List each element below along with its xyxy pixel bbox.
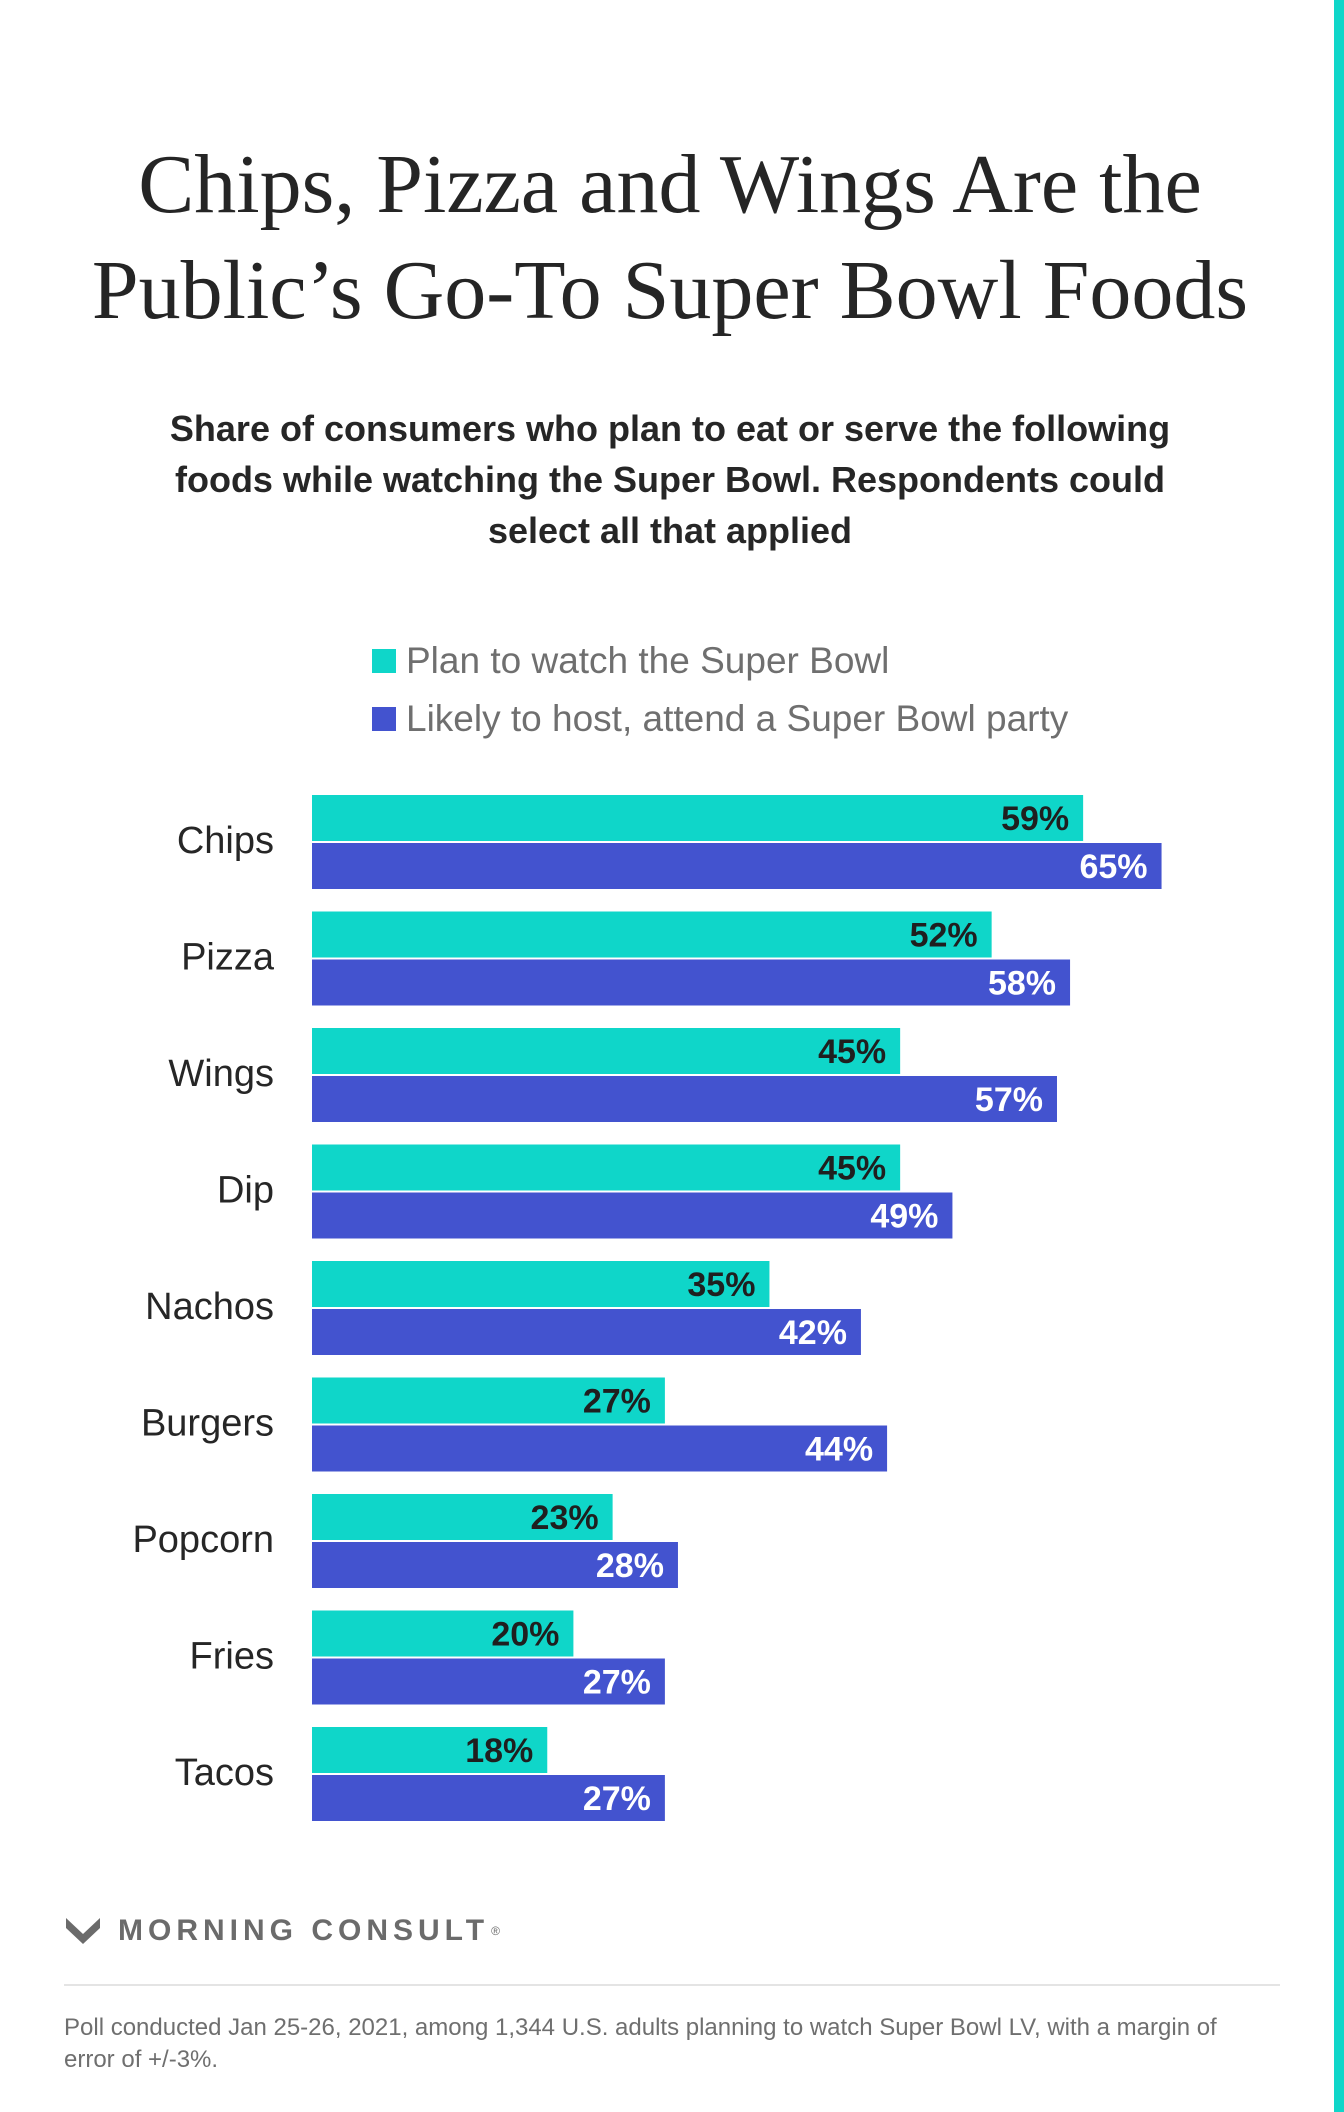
legend-item-party: Likely to host, attend a Super Bowl part… bbox=[372, 690, 1068, 748]
category-label-dip: Dip bbox=[217, 1170, 274, 1212]
value-label-popcorn-party: 28% bbox=[596, 1547, 664, 1585]
bar-nachos-party bbox=[312, 1309, 861, 1355]
value-label-burgers-watch: 27% bbox=[583, 1383, 651, 1421]
brand-name: MORNING CONSULT bbox=[118, 1914, 490, 1947]
category-label-popcorn: Popcorn bbox=[132, 1519, 274, 1561]
bar-wings-watch bbox=[312, 1028, 901, 1074]
footer-divider bbox=[64, 1984, 1280, 1986]
value-label-nachos-watch: 35% bbox=[687, 1266, 755, 1304]
chart-legend: Plan to watch the Super Bowl Likely to h… bbox=[372, 632, 1068, 748]
category-label-fries: Fries bbox=[190, 1636, 274, 1678]
category-label-pizza: Pizza bbox=[181, 937, 275, 979]
chart-title: Chips, Pizza and Wings Are the Public’s … bbox=[91, 138, 1249, 337]
category-label-burgers: Burgers bbox=[141, 1403, 274, 1445]
legend-swatch-watch bbox=[372, 649, 396, 673]
bar-chips-party bbox=[312, 843, 1162, 889]
value-label-dip-party: 49% bbox=[870, 1198, 938, 1236]
value-label-dip-watch: 45% bbox=[818, 1150, 886, 1188]
value-label-chips-party: 65% bbox=[1079, 848, 1147, 886]
value-label-wings-watch: 45% bbox=[818, 1033, 886, 1071]
bar-dip-watch bbox=[312, 1144, 901, 1191]
bar-dip-party bbox=[312, 1192, 953, 1239]
category-label-wings: Wings bbox=[168, 1053, 274, 1095]
bar-pizza-party bbox=[312, 959, 1071, 1006]
value-label-fries-watch: 20% bbox=[491, 1616, 559, 1654]
legend-swatch-party bbox=[372, 707, 396, 731]
category-label-tacos: Tacos bbox=[175, 1752, 274, 1794]
value-label-tacos-watch: 18% bbox=[465, 1732, 533, 1770]
registered-mark: ® bbox=[491, 1924, 500, 1938]
brand-logo-block: MORNING CONSULT ® bbox=[64, 1914, 500, 1948]
bar-popcorn-party bbox=[312, 1542, 678, 1588]
bar-fries-party bbox=[312, 1658, 665, 1705]
bar-tacos-party bbox=[312, 1775, 665, 1821]
value-label-chips-watch: 59% bbox=[1001, 800, 1069, 838]
value-label-fries-party: 27% bbox=[583, 1664, 651, 1702]
bar-popcorn-watch bbox=[312, 1494, 613, 1540]
bar-burgers-watch bbox=[312, 1377, 665, 1424]
accent-stripe bbox=[1334, 0, 1344, 2112]
value-label-wings-party: 57% bbox=[975, 1081, 1043, 1119]
value-label-pizza-watch: 52% bbox=[910, 917, 978, 955]
bar-burgers-party bbox=[312, 1425, 888, 1472]
legend-label-party: Likely to host, attend a Super Bowl part… bbox=[406, 698, 1069, 739]
chart-subtitle: Share of consumers who plan to eat or se… bbox=[169, 408, 1171, 551]
value-label-popcorn-watch: 23% bbox=[531, 1499, 599, 1537]
bar-nachos-watch bbox=[312, 1261, 770, 1307]
morning-consult-logo-icon bbox=[66, 1918, 100, 1944]
legend-label-watch: Plan to watch the Super Bowl bbox=[406, 640, 890, 681]
bar-fries-watch bbox=[312, 1610, 574, 1657]
category-label-chips: Chips bbox=[177, 820, 274, 862]
bar-wings-party bbox=[312, 1076, 1057, 1122]
bar-chips-watch bbox=[312, 795, 1084, 841]
footnote: Poll conducted Jan 25-26, 2021, among 1,… bbox=[64, 2014, 1217, 2073]
bar-tacos-watch bbox=[312, 1727, 548, 1773]
category-label-nachos: Nachos bbox=[145, 1286, 274, 1328]
bar-pizza-watch bbox=[312, 911, 992, 958]
legend-item-watch: Plan to watch the Super Bowl bbox=[372, 632, 1068, 690]
value-label-burgers-party: 44% bbox=[805, 1431, 873, 1469]
value-label-pizza-party: 58% bbox=[988, 965, 1056, 1003]
value-label-nachos-party: 42% bbox=[779, 1314, 847, 1352]
value-label-tacos-party: 27% bbox=[583, 1780, 651, 1818]
